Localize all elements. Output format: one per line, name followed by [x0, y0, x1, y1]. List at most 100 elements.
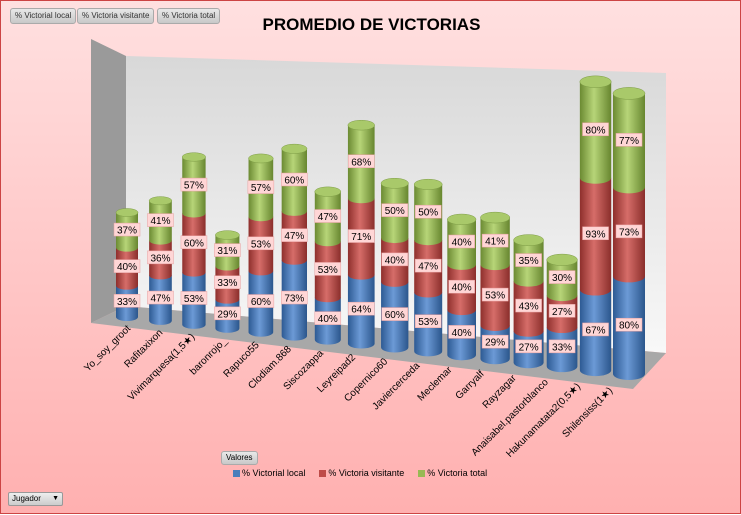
data-label-text: 33% — [552, 342, 572, 353]
valores-field-button[interactable]: Valores — [221, 451, 258, 465]
data-label: 64% — [348, 301, 375, 316]
data-label: 43% — [515, 298, 542, 313]
filter-button-visitante[interactable]: % Victoria visitante — [77, 8, 155, 24]
data-label-text: 68% — [351, 157, 371, 168]
data-label: 53% — [414, 314, 442, 328]
data-label: 47% — [147, 290, 174, 305]
data-label: 33% — [113, 294, 141, 308]
data-label: 41% — [147, 213, 174, 227]
x-tick-label: Rayzagar — [481, 372, 520, 411]
cylinder-top — [148, 196, 173, 206]
data-label: 47% — [414, 258, 442, 273]
data-label: 27% — [515, 339, 542, 353]
data-label-text: 40% — [117, 262, 137, 273]
data-label: 53% — [481, 287, 509, 302]
cylinder-top — [347, 119, 375, 131]
legend: % Victorial local % Victoria visitante %… — [233, 468, 487, 478]
data-label: 80% — [615, 317, 643, 332]
legend-swatch — [418, 469, 426, 477]
data-label-text: 60% — [184, 238, 204, 249]
data-label: 73% — [281, 290, 308, 305]
data-label-text: 53% — [184, 294, 204, 305]
data-label: 50% — [381, 203, 408, 217]
data-label-text: 33% — [217, 278, 237, 289]
data-label: 33% — [548, 339, 576, 353]
cylinder-top — [248, 153, 274, 164]
data-label: 57% — [247, 180, 275, 194]
data-label-text: 64% — [351, 305, 371, 316]
cylinder-top — [513, 234, 544, 247]
data-label: 30% — [548, 270, 576, 284]
cylinder-top — [182, 152, 206, 162]
cylinder-top — [480, 211, 511, 224]
data-label-text: 29% — [217, 309, 237, 320]
data-label-text: 47% — [150, 294, 170, 305]
data-label: 73% — [615, 224, 643, 238]
data-label-text: 37% — [117, 226, 137, 237]
data-label-text: 71% — [351, 232, 371, 243]
data-label: 40% — [314, 311, 342, 325]
data-label-text: 43% — [519, 302, 539, 313]
data-label-text: 40% — [452, 328, 472, 339]
data-label-text: 50% — [385, 206, 405, 217]
data-label-text: 67% — [586, 325, 606, 336]
data-label: 47% — [281, 228, 308, 242]
data-label-text: 36% — [150, 253, 170, 264]
data-label-text: 57% — [184, 181, 204, 192]
legend-item-local: % Victorial local — [233, 468, 305, 478]
data-label-text: 77% — [619, 136, 639, 147]
data-label: 35% — [515, 253, 542, 267]
data-label-text: 60% — [251, 297, 271, 308]
chart-title: PROMEDIO DE VICTORIAS — [262, 15, 481, 34]
cylinder-top — [215, 230, 240, 240]
data-label-text: 27% — [552, 307, 572, 318]
data-label-text: 73% — [284, 294, 304, 305]
data-label-text: 40% — [452, 238, 472, 249]
legend-item-visitante: % Victoria visitante — [319, 468, 404, 478]
data-label-text: 53% — [485, 291, 505, 302]
data-label-text: 53% — [251, 239, 271, 250]
data-label: 77% — [615, 133, 643, 147]
data-label: 60% — [247, 294, 275, 308]
data-label: 29% — [214, 306, 241, 320]
data-label-text: 47% — [418, 262, 438, 273]
data-label-text: 60% — [385, 310, 405, 321]
data-label: 50% — [414, 204, 442, 219]
data-label-text: 27% — [519, 342, 539, 353]
data-label-text: 47% — [284, 231, 304, 242]
cylinder-top — [447, 213, 477, 225]
cylinder-top — [380, 177, 409, 189]
data-label-text: 40% — [452, 283, 472, 294]
filter-button-total[interactable]: % Victoria total — [157, 8, 221, 24]
data-label: 60% — [180, 235, 208, 249]
data-label-text: 60% — [284, 176, 304, 187]
jugador-filter-dropdown[interactable]: Jugador ▼ — [8, 492, 63, 506]
x-tick-label: Vivimarquesa(1,5★) — [126, 332, 197, 403]
cylinder-top — [115, 208, 139, 217]
data-label-text: 30% — [552, 273, 572, 284]
cylinder-top — [281, 143, 308, 154]
cylinder-top — [579, 75, 612, 88]
data-label: 67% — [582, 322, 609, 336]
data-label-text: 41% — [150, 216, 170, 227]
data-label: 40% — [448, 279, 475, 294]
data-label-text: 29% — [485, 338, 505, 349]
data-label: 80% — [582, 122, 609, 136]
data-label: 60% — [381, 307, 408, 321]
data-label: 57% — [180, 177, 208, 192]
data-label: 36% — [147, 250, 174, 264]
legend-label: % Victorial local — [242, 468, 306, 478]
legend-swatch — [233, 469, 240, 477]
data-label-text: 50% — [418, 208, 438, 219]
data-label: 71% — [348, 229, 375, 243]
data-label-text: 80% — [619, 321, 639, 332]
data-label-text: 40% — [385, 255, 405, 266]
data-label-text: 40% — [318, 314, 338, 325]
cylinder-top — [546, 253, 578, 266]
data-label-text: 73% — [619, 227, 639, 238]
legend-swatch — [319, 469, 327, 477]
filter-button-local[interactable]: % Victorial local — [10, 8, 77, 24]
data-label-text: 41% — [485, 237, 505, 248]
